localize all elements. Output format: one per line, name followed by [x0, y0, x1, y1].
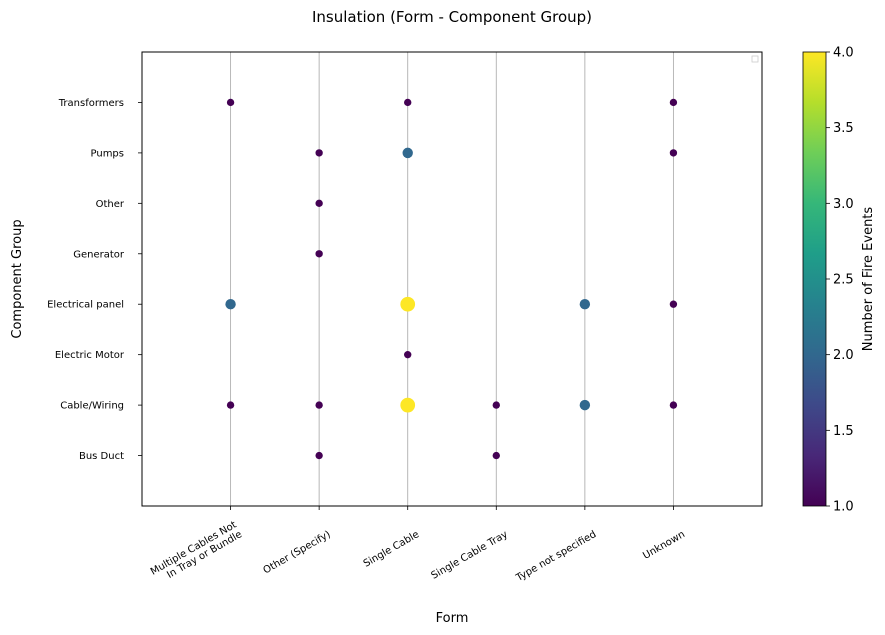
y-axis-label: Component Group: [10, 219, 25, 338]
scatter-point: [492, 451, 500, 460]
y-tick-label: Electric Motor: [55, 350, 125, 361]
legend-box: [751, 55, 759, 63]
scatter-points: [225, 98, 678, 460]
x-tick-label: Type not specified: [514, 529, 599, 584]
scatter-point: [404, 350, 412, 359]
colorbar-label: Number of Fire Events: [861, 207, 876, 352]
scatter-point: [226, 98, 235, 107]
x-tick-label: Single Cable Tray: [430, 529, 510, 582]
colorbar-tick-label: 2.5: [833, 273, 854, 288]
colorbar-tick-label: 2.0: [833, 348, 854, 363]
scatter-point: [669, 401, 678, 409]
colorbar: [802, 51, 827, 507]
grid-lines: [230, 52, 674, 506]
scatter-point: [315, 250, 323, 258]
scatter-point: [315, 149, 323, 157]
colorbar-tick-label: 4.0: [833, 46, 854, 61]
y-tick-label: Transformers: [58, 98, 124, 109]
scatter-point: [404, 98, 412, 107]
scatter-point: [400, 296, 416, 312]
scatter-point: [579, 399, 591, 411]
scatter-point: [400, 397, 416, 413]
x-tick-label: Other (Specify): [262, 529, 333, 576]
scatter-point: [315, 199, 323, 208]
y-tick-label: Cable/Wiring: [60, 401, 124, 412]
scatter-point: [669, 149, 678, 157]
scatter-point: [579, 299, 591, 310]
plot-area-frame: [141, 51, 763, 507]
colorbar-tick-label: 1.0: [833, 500, 854, 515]
y-tick-label: Bus Duct: [79, 451, 124, 462]
scatter-point: [226, 401, 235, 409]
y-tick-label: Pumps: [91, 148, 125, 159]
x-axis-ticks: Multiple Cables NotIn Tray or Bundle Othe…: [149, 506, 687, 588]
scatter-point: [669, 300, 678, 308]
y-axis-ticks: Bus Duct Cable/Wiring Electric Motor Electr…: [47, 98, 142, 462]
x-axis-label: Form: [436, 611, 469, 626]
y-tick-label: Electrical panel: [47, 300, 124, 311]
y-tick-label: Other: [96, 199, 125, 210]
x-tick-label: Single Cable: [362, 529, 421, 570]
x-tick-label: Unknown: [641, 529, 687, 562]
y-tick-label: Generator: [73, 249, 125, 260]
scatter-point: [492, 401, 500, 409]
colorbar-tick-label: 3.0: [833, 197, 854, 212]
scatter-point: [315, 401, 323, 409]
chart-title: Insulation (Form - Component Group): [312, 8, 592, 26]
colorbar-tick-label: 3.5: [833, 121, 854, 136]
colorbar-tick-label: 1.5: [833, 424, 854, 439]
x-tick-label: Multiple Cables NotIn Tray or Bundle: [149, 520, 244, 588]
scatter-point: [315, 451, 323, 460]
scatter-point: [225, 299, 236, 310]
colorbar-ticks: 1.0 1.5 2.0 2.5 3.0 3.5 4.0: [826, 46, 854, 515]
scatter-point: [402, 147, 413, 159]
scatter-point: [669, 98, 678, 107]
